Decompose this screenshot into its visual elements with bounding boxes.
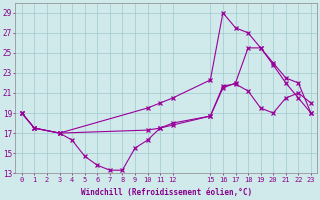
X-axis label: Windchill (Refroidissement éolien,°C): Windchill (Refroidissement éolien,°C) — [81, 188, 252, 197]
